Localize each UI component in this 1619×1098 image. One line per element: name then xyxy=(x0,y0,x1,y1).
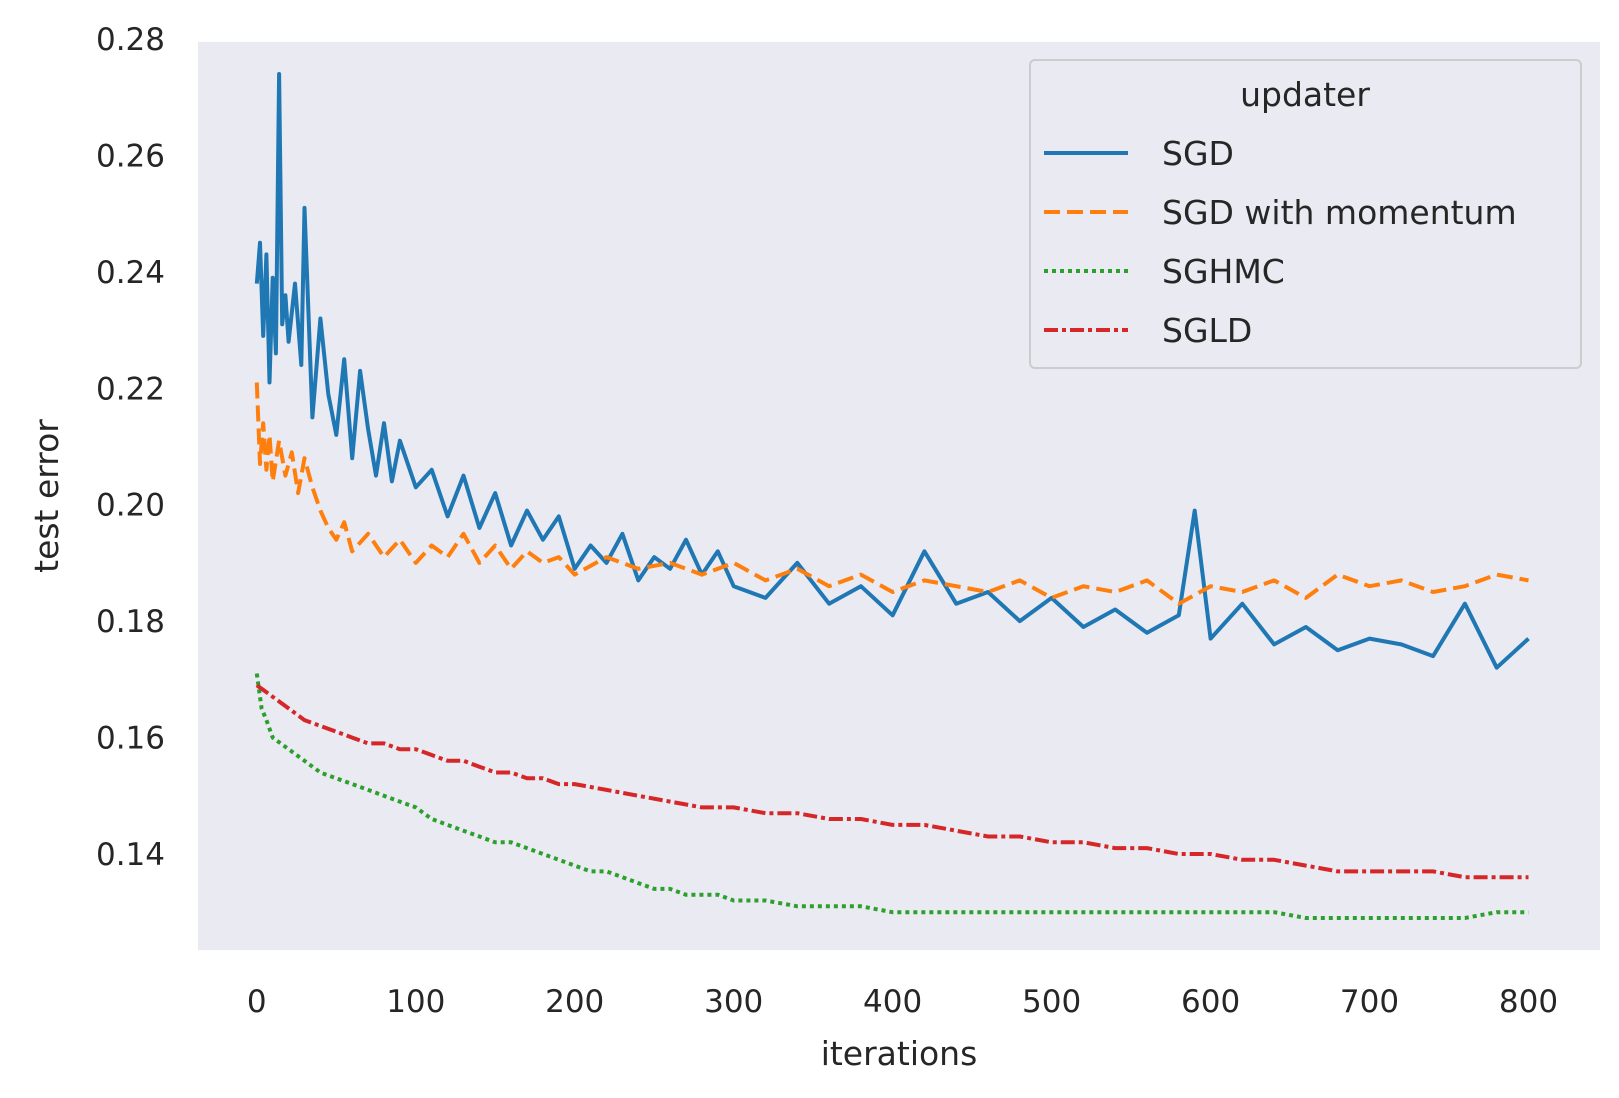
x-tick-label: 100 xyxy=(386,984,445,1020)
legend-label: SGD xyxy=(1162,134,1234,173)
y-axis-label: test error xyxy=(27,419,66,573)
legend-label: SGLD xyxy=(1162,311,1252,350)
x-axis-ticks: 0 100 200 300 400 500 600 700 800 xyxy=(247,984,1558,1020)
y-tick-label: 0.16 xyxy=(96,721,165,757)
series-line-0 xyxy=(254,72,1530,670)
legend-entries: SGD SGD with momentum SGHMC SGLD xyxy=(1044,134,1517,350)
y-tick-label: 0.22 xyxy=(96,371,165,407)
legend-label: SGD with momentum xyxy=(1162,193,1517,232)
x-axis-label: iterations xyxy=(821,1034,978,1073)
x-tick-label: 800 xyxy=(1499,984,1558,1020)
x-tick-label: 300 xyxy=(704,984,763,1020)
y-axis-ticks: 0.14 0.16 0.18 0.20 0.22 0.24 0.26 0.28 xyxy=(96,22,165,873)
x-tick-label: 0 xyxy=(247,984,267,1020)
legend-title: updater xyxy=(1240,75,1370,114)
x-tick-label: 500 xyxy=(1022,984,1081,1020)
y-tick-label: 0.28 xyxy=(96,22,165,58)
series-line-3 xyxy=(255,683,1529,880)
x-tick-label: 700 xyxy=(1340,984,1399,1020)
x-tick-label: 600 xyxy=(1181,984,1240,1020)
x-tick-label: 200 xyxy=(545,984,604,1020)
series-layer xyxy=(254,72,1530,920)
series-line-1 xyxy=(254,382,1529,606)
y-tick-label: 0.26 xyxy=(96,139,165,175)
legend-label: SGHMC xyxy=(1162,252,1285,291)
y-tick-label: 0.20 xyxy=(96,488,165,524)
legend: updater SGD SGD with momentum SGHMC SGLD xyxy=(1029,59,1582,369)
legend-box xyxy=(1029,59,1582,369)
x-tick-label: 400 xyxy=(863,984,922,1020)
y-tick-label: 0.18 xyxy=(96,604,165,640)
y-tick-label: 0.24 xyxy=(96,255,165,291)
series-line-2 xyxy=(254,673,1529,920)
y-tick-label: 0.14 xyxy=(96,837,165,873)
